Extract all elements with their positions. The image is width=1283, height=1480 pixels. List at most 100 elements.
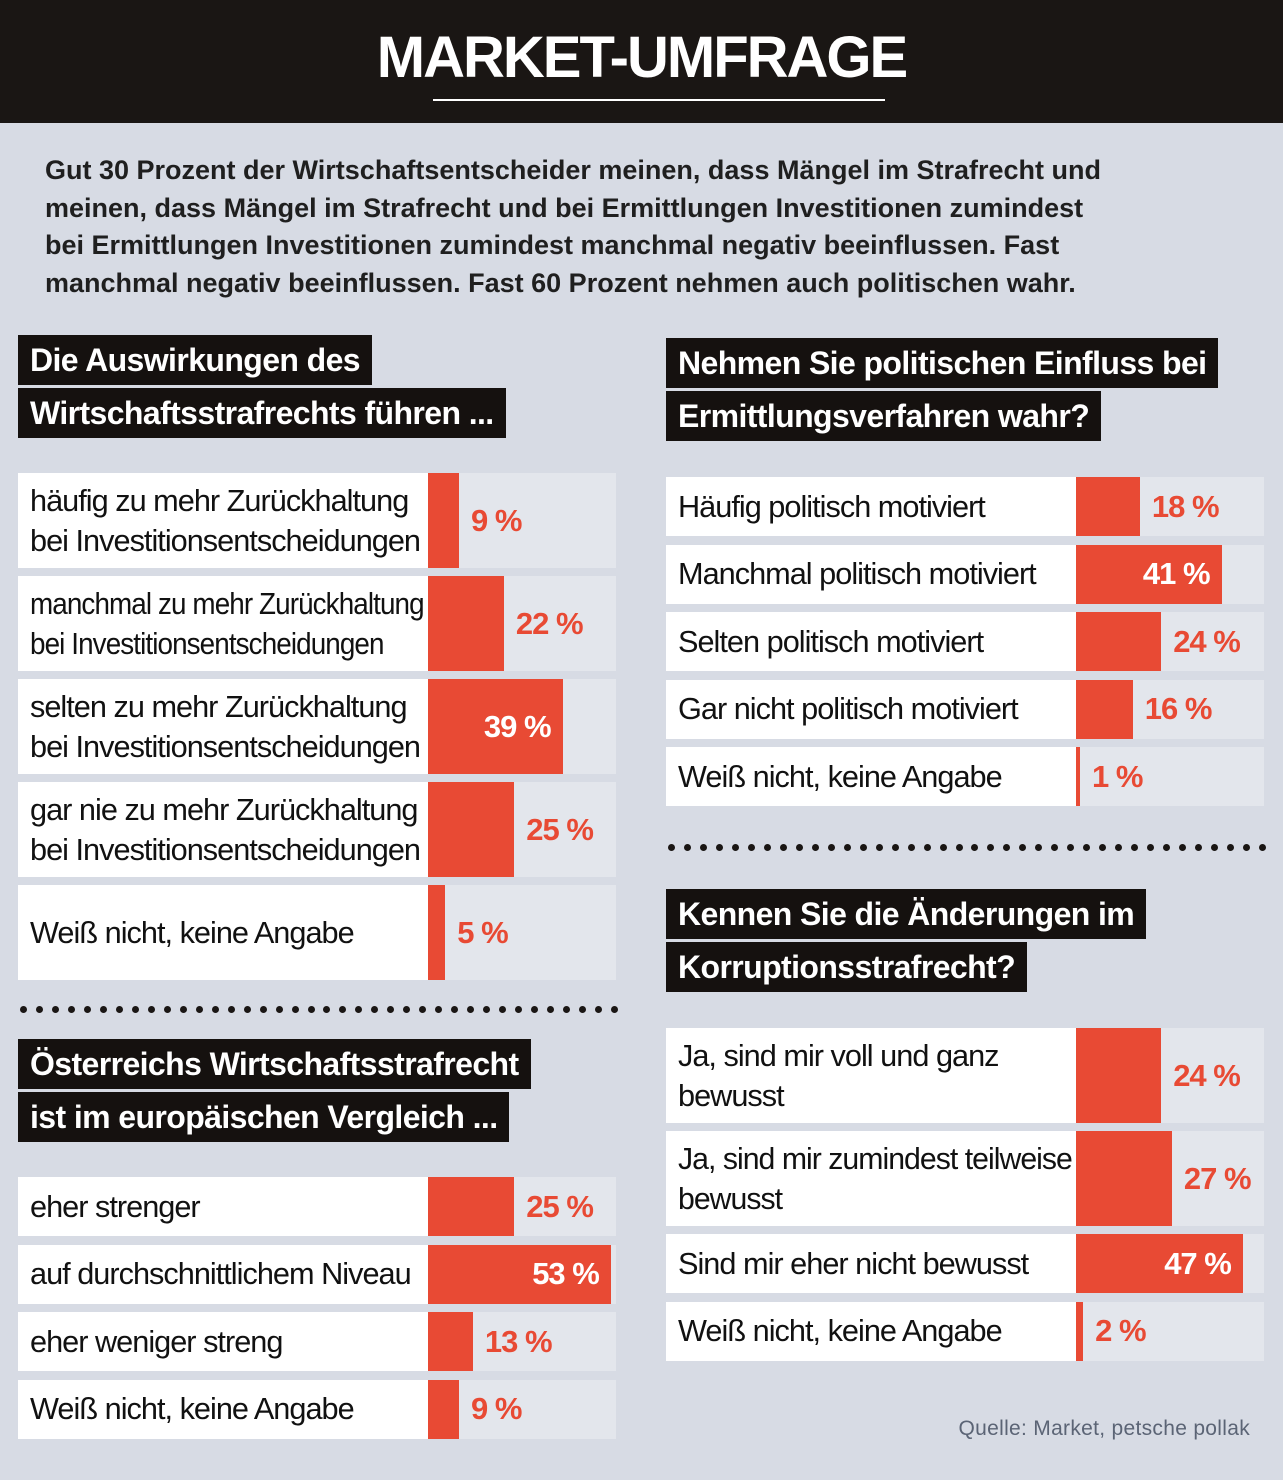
category-label-line: gar nie zu mehr Zurückhaltung bbox=[30, 791, 418, 827]
bar bbox=[1076, 1028, 1162, 1123]
chart-3-title: Nehmen Sie politischen Einfluss bei Ermi… bbox=[666, 338, 1219, 444]
bar-track: 41 % bbox=[1076, 544, 1264, 604]
category-label: Ja, sind mir zumindest teilweise bewusst bbox=[666, 1131, 1076, 1226]
bar-track: 9 % bbox=[428, 1379, 616, 1439]
divider-dot bbox=[163, 1006, 171, 1013]
divider-dot bbox=[939, 844, 947, 851]
value-label: 39 % bbox=[483, 708, 552, 744]
chart-4-row: Weiß nicht, keine Angabe 2 % bbox=[666, 1301, 1264, 1361]
divider-dot bbox=[483, 1006, 491, 1013]
category-label-line: Weiß nicht, keine Angabe bbox=[678, 758, 1003, 794]
category-label-line: Weiß nicht, keine Angabe bbox=[30, 914, 355, 950]
divider-dot bbox=[547, 1006, 555, 1013]
divider-dot bbox=[515, 1006, 523, 1013]
value-label: 25 % bbox=[526, 811, 594, 847]
divider-dot bbox=[1115, 844, 1123, 851]
bar-track: 24 % bbox=[1076, 1028, 1264, 1123]
page-header: MARKET-UMFRAGE bbox=[0, 0, 1283, 123]
divider-dot bbox=[179, 1006, 187, 1013]
value-label: 18 % bbox=[1151, 488, 1220, 524]
bar-track: 22 % bbox=[428, 576, 616, 671]
chart-3-row: Häufig politisch motiviert 18 % bbox=[666, 477, 1264, 536]
divider-dot bbox=[683, 844, 691, 851]
category-label-line: bei Investitionsentscheidungen bbox=[30, 522, 421, 558]
divider-dot bbox=[99, 1006, 107, 1013]
divider-dot bbox=[1099, 844, 1107, 851]
chart-4-row: Sind mir eher nicht bewusst 47 % bbox=[666, 1234, 1264, 1293]
divider-dot bbox=[387, 1006, 395, 1013]
divider-dot bbox=[923, 844, 931, 851]
chart-4-title-line-2: Korruptionsstrafrecht? bbox=[666, 942, 1028, 992]
category-label: manchmal zu mehr Zurückhaltung bei Invest… bbox=[18, 576, 428, 671]
divider-dot bbox=[699, 844, 707, 851]
divider-dot bbox=[987, 844, 995, 851]
divider-dot bbox=[1227, 844, 1235, 851]
bar bbox=[428, 782, 515, 877]
bar bbox=[428, 1312, 473, 1371]
divider-dot bbox=[451, 1006, 459, 1013]
bar bbox=[428, 576, 504, 671]
category-label-line: Gar nicht politisch motiviert bbox=[678, 691, 1019, 726]
divider-dot bbox=[467, 1006, 475, 1013]
divider-dot bbox=[131, 1006, 139, 1013]
divider-dot bbox=[259, 1006, 267, 1013]
divider-dot bbox=[1147, 844, 1155, 851]
divider-dot bbox=[83, 1006, 91, 1013]
divider-dot bbox=[955, 844, 963, 851]
divider-dot bbox=[971, 844, 979, 851]
divider-dot bbox=[67, 1006, 75, 1013]
category-label-line: auf durchschnittlichem Niveau bbox=[30, 1256, 412, 1291]
divider-dot bbox=[875, 844, 883, 851]
value-label: 27 % bbox=[1183, 1160, 1252, 1196]
divider-dot bbox=[811, 844, 819, 851]
value-label: 53 % bbox=[532, 1256, 600, 1291]
divider-dot bbox=[827, 844, 835, 851]
chart-2-title-line-1: Österreichs Wirtschaftsstrafrecht bbox=[18, 1039, 531, 1089]
divider-dot bbox=[907, 844, 915, 851]
divider-dot bbox=[563, 1006, 571, 1013]
bar bbox=[1076, 679, 1133, 739]
category-label: Selten politisch motiviert bbox=[666, 612, 1076, 671]
intro-line-1: Gut 30 Prozent der Wirtschaftsentscheide… bbox=[45, 155, 1102, 185]
divider-dot bbox=[668, 844, 675, 851]
chart-3-row: Gar nicht politisch motiviert 16 % bbox=[666, 679, 1264, 739]
chart-1-row: manchmal zu mehr Zurückhaltung bei Invest… bbox=[18, 576, 616, 671]
category-label: Ja, sind mir voll und ganz bewusst bbox=[666, 1028, 1076, 1123]
category-label-line: Häufig politisch motiviert bbox=[678, 488, 986, 524]
divider-dot bbox=[355, 1006, 363, 1013]
category-label-line: Ja, sind mir zumindest teilweise bbox=[678, 1140, 1073, 1176]
category-label: Weiß nicht, keine Angabe bbox=[666, 747, 1076, 806]
divider-dot bbox=[227, 1006, 235, 1013]
divider-dot bbox=[1243, 844, 1251, 851]
divider-dot bbox=[1003, 844, 1011, 851]
page-title: MARKET-UMFRAGE bbox=[376, 25, 908, 90]
divider-dot bbox=[371, 1006, 379, 1013]
category-label-line: manchmal zu mehr Zurückhaltung bbox=[30, 585, 425, 621]
divider-dot bbox=[1035, 844, 1043, 851]
category-label: eher strenger bbox=[18, 1177, 428, 1236]
divider-dot bbox=[531, 1006, 539, 1013]
divider-dot bbox=[1083, 844, 1091, 851]
divider-dot bbox=[731, 844, 739, 851]
value-label: 24 % bbox=[1173, 1057, 1241, 1093]
divider-dot bbox=[579, 1006, 587, 1013]
value-label: 9 % bbox=[471, 1391, 522, 1426]
bar bbox=[428, 1177, 515, 1236]
divider-dot bbox=[147, 1006, 155, 1013]
category-label: eher weniger streng bbox=[18, 1312, 428, 1371]
bar bbox=[428, 679, 563, 774]
category-label-line: bei Investitionsentscheidungen bbox=[30, 831, 421, 867]
bar bbox=[1076, 1234, 1243, 1293]
divider-dot bbox=[243, 1006, 251, 1013]
bar bbox=[428, 885, 446, 980]
intro-line-4: manchmal negativ beeinflussen. Fast 60 P… bbox=[45, 267, 1076, 298]
value-label: 16 % bbox=[1144, 691, 1213, 726]
divider-dot bbox=[499, 1006, 507, 1013]
bar-track: 47 % bbox=[1076, 1234, 1264, 1293]
divider-dot bbox=[339, 1006, 347, 1013]
divider-dot bbox=[20, 1006, 27, 1013]
bar-track: 5 % bbox=[428, 885, 616, 980]
category-label: Weiß nicht, keine Angabe bbox=[18, 885, 428, 980]
divider-dot bbox=[403, 1006, 411, 1013]
divider-dot bbox=[779, 844, 787, 851]
